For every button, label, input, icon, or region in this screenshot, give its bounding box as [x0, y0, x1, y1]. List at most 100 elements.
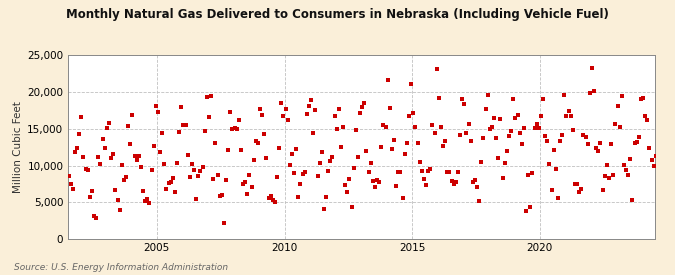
Point [146, 168, 157, 172]
Point [293, 195, 304, 199]
Point [165, 180, 176, 184]
Point [136, 165, 146, 169]
Point [244, 172, 255, 177]
Point [448, 182, 459, 186]
Point [101, 126, 112, 131]
Point [291, 147, 302, 151]
Point [51, 111, 61, 116]
Point [234, 118, 244, 123]
Point [278, 114, 289, 118]
Point [633, 135, 644, 139]
Point [435, 125, 446, 130]
Point [376, 145, 387, 149]
Point [169, 189, 180, 194]
Point [555, 139, 566, 144]
Point [256, 113, 267, 118]
Point [561, 114, 572, 119]
Point [636, 97, 647, 101]
Point [103, 121, 114, 125]
Point [61, 198, 72, 203]
Point [221, 178, 232, 182]
Point [385, 105, 396, 110]
Point [248, 158, 259, 163]
Point [593, 149, 603, 153]
Point [522, 173, 533, 177]
Point [382, 77, 393, 82]
Point [631, 139, 642, 144]
Point [585, 91, 595, 96]
Point [444, 170, 455, 174]
Point [565, 113, 576, 118]
Point [429, 131, 440, 135]
Point [68, 187, 78, 191]
Point [310, 108, 321, 112]
Point [319, 207, 329, 211]
Point [542, 139, 553, 144]
Point [465, 139, 476, 144]
Point [99, 146, 110, 150]
Point [406, 81, 416, 86]
Point [129, 154, 140, 158]
Point [374, 180, 385, 184]
Point [65, 182, 76, 186]
Point [478, 136, 489, 140]
Point [583, 141, 593, 146]
Point [340, 183, 350, 187]
Point [280, 107, 291, 111]
Point [525, 205, 536, 209]
Point [134, 154, 144, 158]
Point [395, 169, 406, 174]
Point [236, 148, 246, 152]
Point [348, 166, 359, 170]
Point [70, 150, 80, 155]
Point [163, 181, 174, 185]
Point [282, 118, 293, 122]
Point [80, 166, 91, 171]
Point [155, 150, 165, 154]
Point [112, 197, 123, 202]
Point [82, 168, 93, 172]
Point [616, 93, 627, 98]
Point [412, 141, 423, 146]
Point [193, 174, 204, 178]
Point [625, 157, 636, 161]
Point [510, 116, 521, 120]
Point [391, 184, 402, 188]
Point [127, 113, 138, 117]
Point [440, 138, 451, 143]
Point [116, 163, 127, 167]
Point [508, 97, 518, 101]
Point [295, 182, 306, 186]
Point [289, 171, 300, 175]
Point [212, 173, 223, 177]
Point [570, 182, 580, 186]
Point [263, 196, 274, 200]
Point [189, 168, 200, 172]
Point [151, 104, 161, 108]
Point [250, 139, 261, 143]
Point [425, 167, 435, 171]
Point [159, 162, 169, 167]
Point [259, 132, 270, 136]
Point [661, 94, 672, 98]
Point [380, 125, 391, 129]
Point [483, 92, 493, 97]
Point [389, 137, 400, 142]
Point [527, 171, 538, 175]
Text: Source: U.S. Energy Information Administration: Source: U.S. Energy Information Administ… [14, 263, 227, 272]
Point [344, 177, 355, 181]
Point [95, 162, 106, 166]
Point [108, 152, 119, 156]
Point [463, 122, 474, 127]
Point [59, 183, 70, 188]
Point [520, 209, 531, 213]
Point [546, 188, 557, 192]
Point [199, 128, 210, 133]
Point [578, 133, 589, 138]
Point [267, 198, 278, 203]
Point [225, 109, 236, 114]
Point [599, 174, 610, 178]
Point [629, 141, 640, 145]
Point [576, 187, 587, 192]
Point [178, 122, 189, 127]
